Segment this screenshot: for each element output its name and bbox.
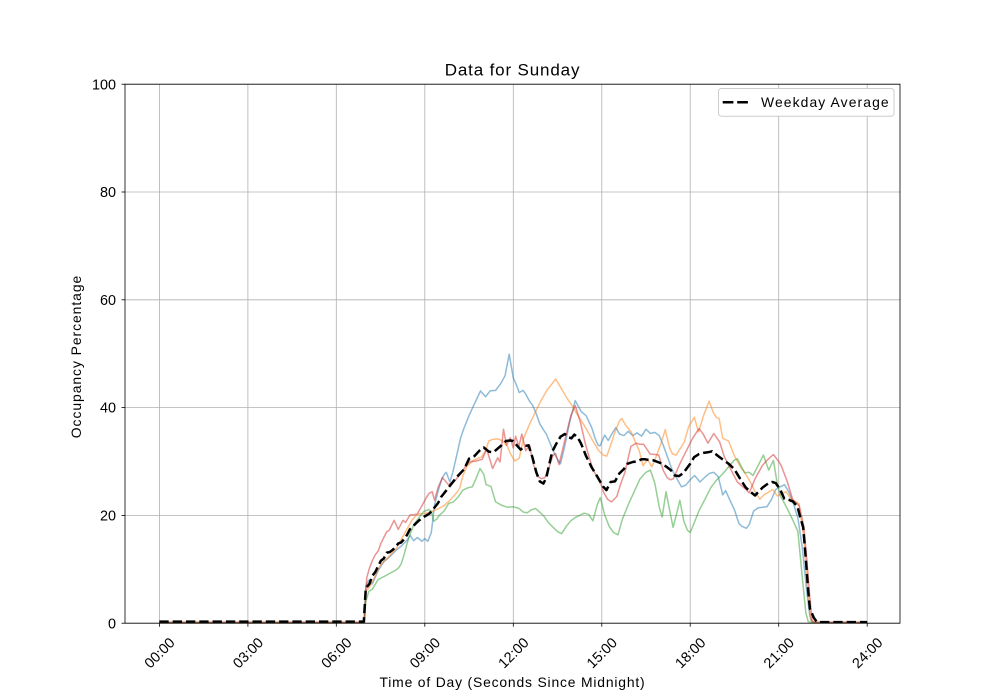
svg-text:0: 0 xyxy=(108,616,116,632)
svg-text:100: 100 xyxy=(92,77,116,93)
svg-text:60: 60 xyxy=(100,293,116,309)
svg-text:Weekday Average: Weekday Average xyxy=(761,94,890,110)
svg-text:Occupancy Percentage: Occupancy Percentage xyxy=(68,275,84,438)
svg-text:Time of Day (Seconds Since Mid: Time of Day (Seconds Since Midnight) xyxy=(379,674,645,690)
svg-text:20: 20 xyxy=(100,509,116,525)
svg-text:80: 80 xyxy=(100,185,116,201)
svg-text:Data for Sunday: Data for Sunday xyxy=(445,60,581,79)
svg-text:40: 40 xyxy=(100,401,116,417)
